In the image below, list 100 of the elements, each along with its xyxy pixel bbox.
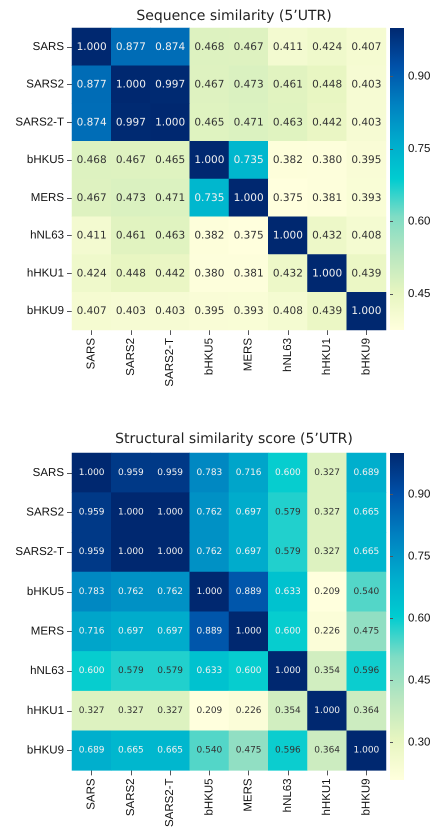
data-label: 0.697 <box>118 626 144 637</box>
data-label: 0.665 <box>353 508 380 518</box>
x-tick-label: SARS <box>86 778 98 810</box>
data-label: 1.000 <box>157 508 184 518</box>
data-label: 0.735 <box>234 154 264 166</box>
data-label: 1.000 <box>274 666 302 676</box>
data-label: 0.997 <box>155 78 186 91</box>
data-label: 1.000 <box>351 305 382 318</box>
color-bar-label: 0.75 <box>408 550 430 562</box>
data-label: 0.467 <box>116 154 146 166</box>
data-label: 0.689 <box>78 746 105 756</box>
data-label: 0.382 <box>194 230 224 242</box>
y-tick-label: MERS <box>30 192 64 204</box>
data-label: 0.226 <box>236 706 262 716</box>
data-label: 0.467 <box>194 78 224 91</box>
data-label: 0.468 <box>76 154 107 166</box>
data-label: 0.596 <box>274 746 302 756</box>
x-tick-label: MERS <box>242 778 255 812</box>
y-tick-label: hHKU1 <box>26 267 64 280</box>
data-label: 0.665 <box>353 547 380 558</box>
data-label: 0.783 <box>78 586 105 597</box>
y-tick-label: SARS <box>32 40 64 53</box>
x-tick-label: SARS <box>86 338 98 370</box>
x-tick-label: SARS2 <box>124 778 137 816</box>
data-label: 0.468 <box>194 40 224 53</box>
data-label: 0.579 <box>274 547 302 558</box>
data-label: 0.403 <box>116 305 146 318</box>
data-label: 1.000 <box>155 116 186 128</box>
y-tick-label: SARS2-T <box>15 116 64 128</box>
data-label: 1.000 <box>116 78 146 91</box>
data-label: 0.997 <box>116 116 146 128</box>
data-label: 0.381 <box>312 192 342 204</box>
data-label: 1.000 <box>312 267 342 280</box>
data-label: 0.959 <box>118 468 144 478</box>
chart-title: Structural similarity score (5’UTR) <box>115 431 353 447</box>
data-label: 0.448 <box>312 78 342 91</box>
data-label: 0.959 <box>78 508 105 518</box>
data-label: 0.473 <box>234 78 264 91</box>
data-label: 0.783 <box>196 468 222 478</box>
data-label: 0.327 <box>157 706 184 716</box>
data-label: 0.375 <box>234 230 264 242</box>
data-label: 0.381 <box>234 267 264 280</box>
data-label: 0.209 <box>314 586 340 597</box>
data-label: 0.448 <box>116 267 146 280</box>
data-label: 0.382 <box>272 154 303 166</box>
data-label: 0.600 <box>274 626 302 637</box>
data-label: 0.393 <box>351 192 382 204</box>
data-label: 0.473 <box>116 192 146 204</box>
data-label: 0.375 <box>272 192 303 204</box>
color-bar-label: 0.90 <box>408 488 430 500</box>
data-label: 0.600 <box>236 666 262 676</box>
data-label: 0.716 <box>78 626 105 637</box>
y-tick-label: SARS2-T <box>15 546 64 558</box>
data-label: 0.735 <box>194 192 224 204</box>
data-label: 0.596 <box>353 666 380 676</box>
data-label: 0.463 <box>155 230 186 242</box>
data-label: 1.000 <box>118 547 144 558</box>
x-tick-label: hNL63 <box>282 338 294 372</box>
y-tick-label: SARS2 <box>26 506 64 519</box>
color-bar-label: 0.75 <box>408 142 430 155</box>
data-label: 0.407 <box>351 40 382 53</box>
data-label: 0.579 <box>274 508 302 518</box>
data-label: 0.959 <box>78 547 105 558</box>
data-label: 0.432 <box>312 230 342 242</box>
data-label: 0.463 <box>272 116 303 128</box>
y-tick-label: bHKU9 <box>26 744 64 757</box>
chart-title: Sequence similarity (5’UTR) <box>136 8 332 24</box>
x-tick-label: hHKU1 <box>321 778 334 816</box>
color-bar-label: 0.45 <box>408 288 430 300</box>
data-label: 0.364 <box>314 746 340 756</box>
y-tick-label: hHKU1 <box>26 704 64 717</box>
data-label: 0.633 <box>274 586 301 597</box>
data-label: 0.697 <box>236 508 262 518</box>
x-tick-label: bHKU5 <box>203 338 216 376</box>
data-label: 1.000 <box>236 626 262 637</box>
data-label: 0.411 <box>272 40 303 53</box>
data-label: 1.000 <box>76 40 107 53</box>
data-label: 0.579 <box>118 666 144 676</box>
data-label: 0.403 <box>351 116 382 128</box>
data-label: 0.959 <box>157 468 184 478</box>
data-label: 0.716 <box>236 468 262 478</box>
data-label: 0.424 <box>312 40 342 53</box>
data-label: 0.327 <box>118 706 144 716</box>
data-label: 0.697 <box>236 547 262 558</box>
data-label: 0.439 <box>312 305 342 318</box>
data-label: 0.408 <box>272 305 303 318</box>
x-tick-label: hNL63 <box>282 778 294 812</box>
data-label: 0.665 <box>118 746 144 756</box>
data-label: 0.762 <box>196 547 222 558</box>
data-label: 0.393 <box>234 305 264 318</box>
data-label: 0.380 <box>194 267 224 280</box>
data-label: 1.000 <box>78 468 105 478</box>
data-label: 0.762 <box>196 508 222 518</box>
data-label: 1.000 <box>118 508 144 518</box>
data-label: 0.467 <box>76 192 107 204</box>
x-tick-label: SARS2-T <box>164 778 176 828</box>
data-label: 0.465 <box>194 116 224 128</box>
data-label: 0.475 <box>353 626 380 637</box>
data-label: 0.395 <box>194 305 224 318</box>
x-tick-label: bHKU9 <box>360 338 372 376</box>
